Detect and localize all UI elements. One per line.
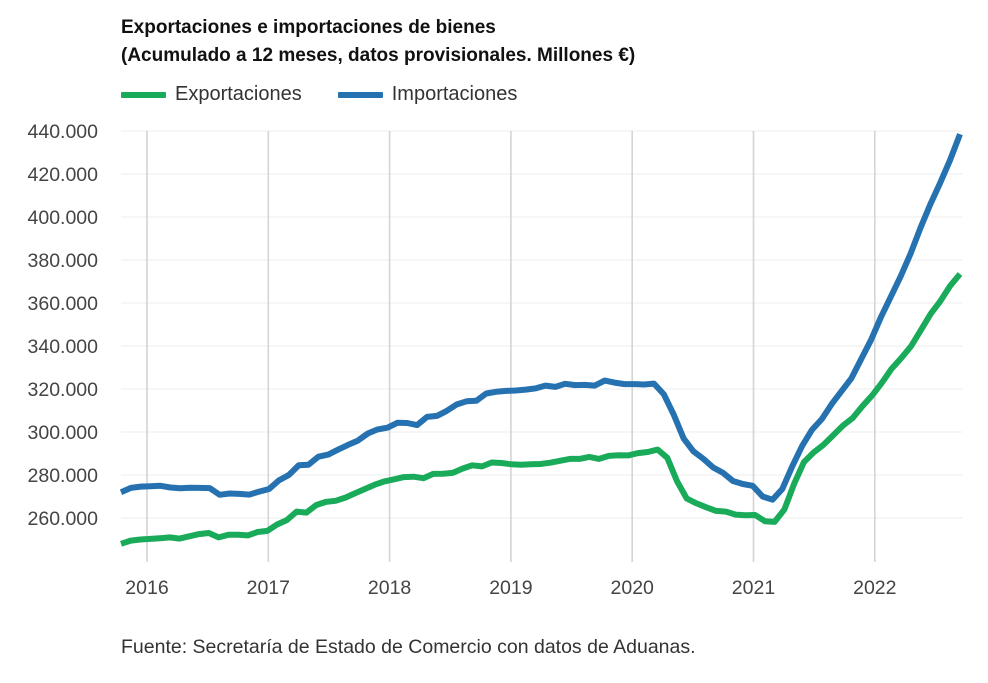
legend-swatch-importaciones (337, 91, 383, 98)
legend-label-exportaciones: Exportaciones (175, 83, 302, 105)
y-tick-label: 280.000 (28, 465, 99, 487)
x-tick-label: 2022 (853, 577, 896, 599)
legend-item-exportaciones[interactable]: Exportaciones (121, 83, 302, 106)
horizontal-gridlines (121, 130, 962, 519)
x-tick-label: 2020 (611, 577, 655, 599)
y-tick-label: 400.000 (28, 207, 99, 229)
y-tick-label: 300.000 (28, 422, 99, 444)
x-tick-label: 2021 (732, 577, 775, 599)
x-tick-label: 2018 (368, 577, 411, 599)
chart-title-line: Exportaciones e importaciones de bienes (121, 17, 496, 38)
legend: Exportaciones Importaciones (121, 83, 553, 106)
y-tick-label: 360.000 (28, 293, 99, 315)
series-line-exportaciones (120, 272, 963, 547)
y-tick-label: 260.000 (28, 508, 99, 530)
source-note: Fuente: Secretaría de Estado de Comercio… (121, 636, 696, 658)
x-axis-labels: 2016 2017 2018 2019 2020 2021 2022 (125, 577, 896, 599)
x-tick-label: 2017 (247, 577, 290, 599)
chart-subtitle: (Acumulado a 12 meses, datos provisional… (121, 45, 636, 66)
legend-swatch-exportaciones (121, 91, 166, 98)
series-line-importaciones (119, 133, 963, 503)
series-lines (119, 133, 963, 547)
y-tick-label: 320.000 (28, 379, 99, 401)
y-tick-label: 380.000 (28, 250, 99, 272)
y-axis-labels: 260.000 280.000 300.000 320.000 340.000 360.0… (28, 121, 99, 530)
legend-label-importaciones: Importaciones (391, 83, 518, 105)
legend-item-importaciones[interactable]: Importaciones (337, 83, 518, 106)
y-tick-label: 440.000 (28, 121, 99, 143)
y-tick-label: 420.000 (28, 164, 99, 186)
x-tick-label: 2019 (489, 577, 532, 599)
y-tick-label: 340.000 (28, 336, 99, 358)
x-tick-label: 2016 (125, 577, 168, 599)
chart-title: Exportaciones e importaciones de bienes … (121, 14, 635, 70)
